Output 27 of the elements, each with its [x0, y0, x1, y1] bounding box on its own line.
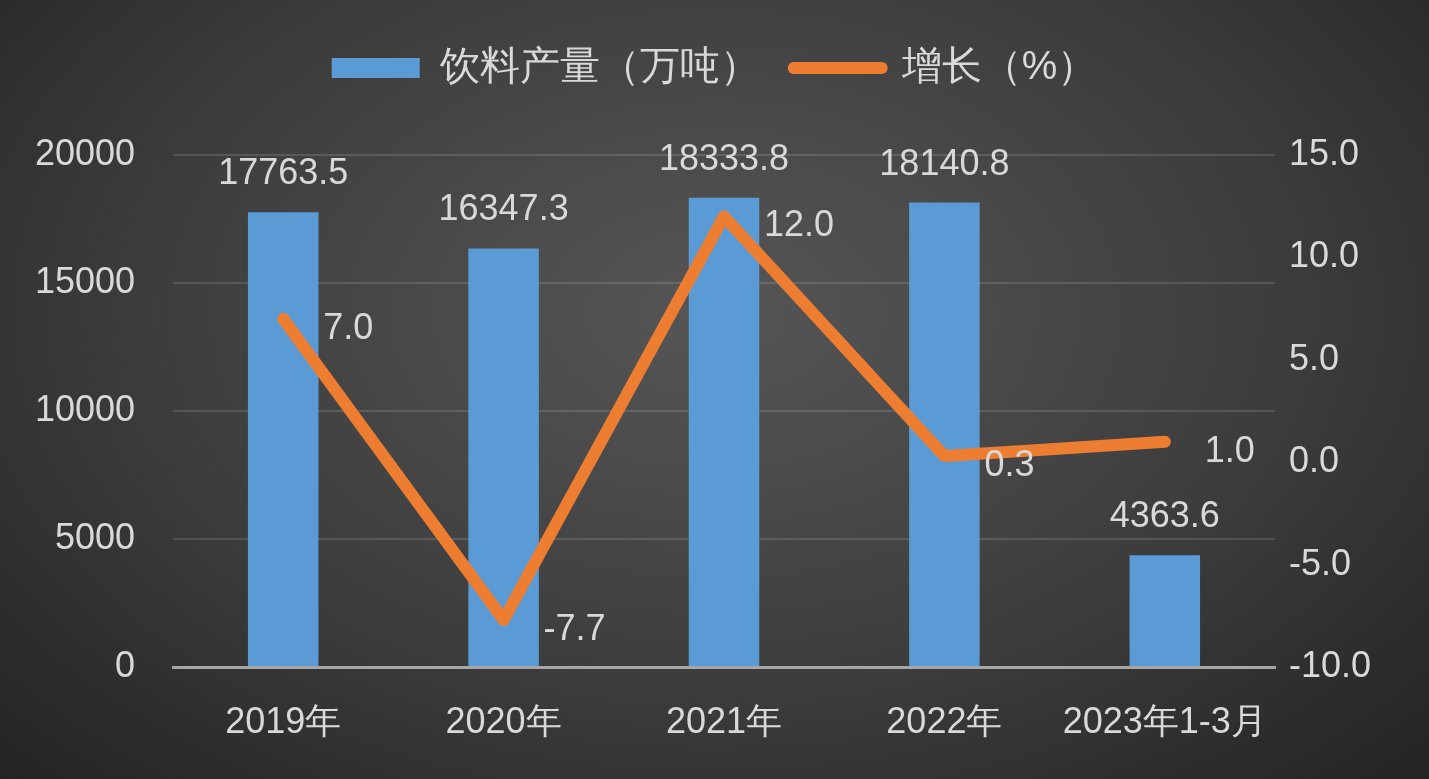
x-tick-label: 2023年1-3月: [1062, 699, 1267, 741]
data-label: 12.0: [764, 203, 835, 245]
y-tick-label: 0: [114, 643, 135, 685]
y2-tick-label: 15.0: [1289, 131, 1360, 173]
data-label: 18333.8: [658, 136, 790, 178]
y2-tick-label: 0.0: [1289, 439, 1340, 481]
data-label: -7.7: [543, 606, 606, 648]
y-tick-label: 20000: [34, 131, 135, 173]
legend-label: 饮料产量（万吨）: [438, 43, 760, 88]
y-tick-label: 5000: [54, 515, 135, 557]
data-label: 18140.8: [879, 141, 1010, 183]
data-label: 16347.3: [438, 187, 569, 229]
data-label: 17763.5: [218, 151, 349, 193]
y-tick-label: 10000: [34, 387, 135, 429]
y2-tick-label: 5.0: [1289, 336, 1340, 378]
x-tick-label: 2022年: [886, 699, 1003, 741]
data-label: 1.0: [1204, 428, 1255, 470]
y2-tick-label: -5.0: [1289, 541, 1352, 583]
legend-label: 增长（%）: [900, 43, 1098, 88]
x-tick-label: 2020年: [445, 699, 562, 741]
y2-tick-label: -10.0: [1289, 643, 1372, 685]
y-tick-label: 15000: [34, 259, 135, 301]
data-label: 7.0: [323, 305, 374, 347]
data-label: 4363.6: [1109, 494, 1220, 536]
x-tick-label: 2019年: [225, 699, 342, 741]
y2-tick-label: 10.0: [1289, 234, 1360, 276]
x-tick-label: 2021年: [665, 699, 783, 741]
